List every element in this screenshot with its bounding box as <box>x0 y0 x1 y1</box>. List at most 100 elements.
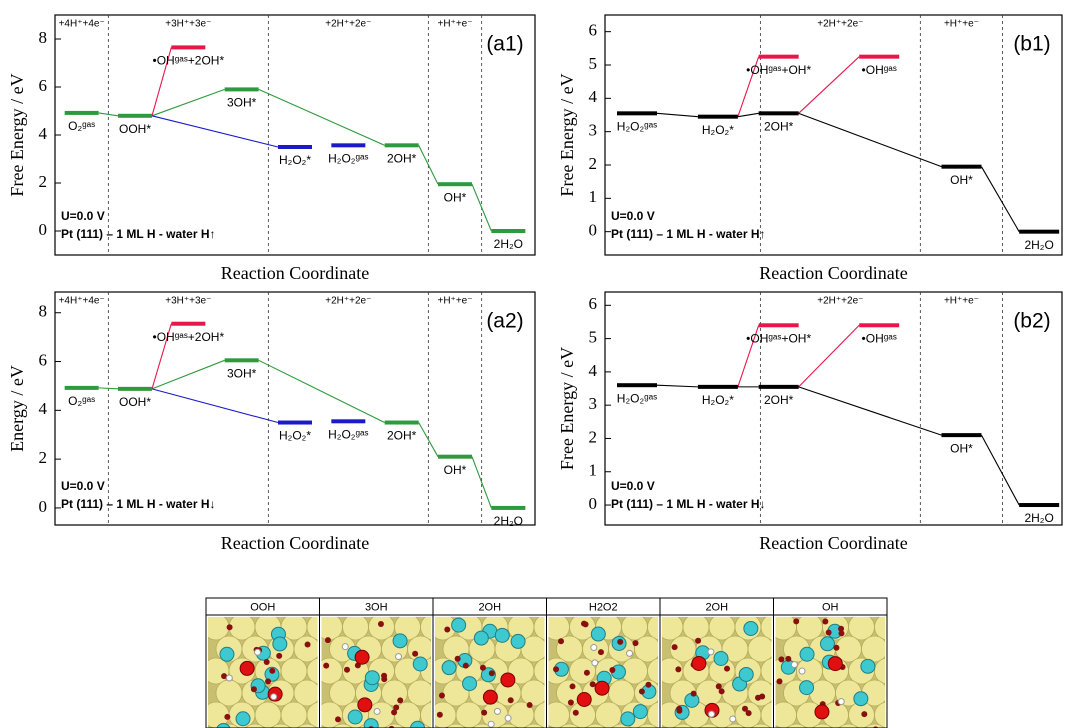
pt-atom <box>888 680 914 706</box>
step-label: +2H⁺+2e⁻ <box>817 296 863 307</box>
energy-level <box>1019 503 1059 507</box>
y-tick-label: 0 <box>39 220 48 239</box>
level-label: •OHᵍᵃˢ+2OH* <box>153 330 225 344</box>
step-label: +4H⁺+4e⁻ <box>59 19 105 30</box>
y-tick-label: 5 <box>589 54 598 73</box>
energy-level <box>385 421 419 425</box>
h-small <box>799 668 805 674</box>
panel-label: (a2) <box>486 310 523 333</box>
x-axis-label: Reaction Coordinate <box>759 533 907 553</box>
h-small <box>591 645 597 651</box>
y-tick-label: 2 <box>589 154 598 173</box>
link <box>981 435 1019 505</box>
o-small <box>822 618 828 624</box>
energy-level <box>118 114 152 118</box>
snapshot-label: 2OH <box>478 601 501 613</box>
h-small <box>592 660 598 666</box>
pt-atom <box>635 636 661 662</box>
level-label: H₂O₂ᵍᵃˢ <box>328 151 368 165</box>
pt-atom <box>544 614 570 640</box>
o-small <box>381 676 387 682</box>
link <box>472 457 491 508</box>
panel-label: (a1) <box>486 33 523 56</box>
y-tick-label: 6 <box>39 76 48 95</box>
pt-atom <box>203 614 229 640</box>
y-tick-label: 8 <box>39 302 48 321</box>
h-small <box>271 694 277 700</box>
pt-atom <box>408 680 434 706</box>
o-small <box>444 626 450 632</box>
energy-level <box>65 111 99 115</box>
energy-level <box>698 115 738 119</box>
h-small <box>488 721 494 727</box>
h-small <box>708 649 714 655</box>
h-atom <box>591 627 605 641</box>
y-axis-label: Free Energy / eV <box>557 73 577 196</box>
h-atom <box>861 659 875 673</box>
o-small <box>833 645 839 651</box>
level-label: 2OH* <box>764 120 794 134</box>
annotation: Pt (111) – 1 ML H - water H↑ <box>61 227 216 241</box>
h-atom <box>393 634 407 648</box>
pt-atom <box>216 680 242 706</box>
y-tick-label: 0 <box>39 497 48 516</box>
o-small <box>508 697 514 703</box>
link <box>152 360 225 389</box>
link <box>152 389 278 423</box>
h-small <box>838 699 844 705</box>
pt-atom <box>281 702 307 728</box>
pt-atom <box>229 614 255 640</box>
pt-atom <box>430 702 456 728</box>
o-atom <box>815 705 829 719</box>
level-label: •OHᵍᵃˢ <box>862 331 897 345</box>
pt-atom <box>281 658 307 684</box>
level-label: 2H₂O <box>1024 238 1053 252</box>
o-atom <box>692 656 706 670</box>
o-small <box>481 710 487 716</box>
h-small <box>342 644 348 650</box>
energy-level <box>331 143 365 147</box>
o-small <box>583 621 589 627</box>
o-small <box>527 702 533 708</box>
pt-atom <box>317 702 343 728</box>
h-atom <box>621 712 635 726</box>
step-label: +2H⁺+2e⁻ <box>325 296 371 307</box>
o-atom <box>355 650 369 664</box>
annotation: Pt (111) – 1 ML H - water H↓ <box>611 497 766 511</box>
link <box>152 116 278 147</box>
step-label: +H⁺+e⁻ <box>944 296 979 307</box>
h-small <box>730 716 736 722</box>
level-label: OH* <box>444 190 467 204</box>
panel-label: (b2) <box>1013 310 1050 333</box>
level-label: •OHᵍᵃˢ+2OH* <box>153 54 225 68</box>
y-tick-label: 6 <box>39 350 48 369</box>
h-atom <box>744 621 758 635</box>
h-atom <box>495 628 509 642</box>
annotation: U=0.0 V <box>61 209 105 223</box>
h-small <box>627 650 633 656</box>
o-small <box>573 710 579 716</box>
step-label: +2H⁺+2e⁻ <box>325 19 371 30</box>
energy-level <box>491 506 525 510</box>
link <box>799 113 942 166</box>
energy-level <box>438 182 472 186</box>
energy-level <box>617 383 657 387</box>
energy-level <box>859 323 899 327</box>
y-axis-label: Free Energy / eV <box>7 73 27 196</box>
o-small <box>335 716 341 722</box>
annotation: U=0.0 V <box>611 479 655 493</box>
o-small <box>785 656 791 662</box>
h-atom <box>220 647 234 661</box>
step-label: +H⁺+e⁻ <box>437 296 472 307</box>
o-small <box>639 688 645 694</box>
o-small <box>553 666 559 672</box>
link <box>152 89 225 115</box>
level-label: H₂O₂ᵍᵃˢ <box>617 391 657 405</box>
o-small <box>276 653 282 659</box>
h-small <box>791 662 797 668</box>
level-label: O₂ᵍᵃˢ <box>68 394 95 408</box>
level-label: H₂O₂* <box>279 153 311 167</box>
link <box>981 167 1019 232</box>
o-small <box>759 694 765 700</box>
h-atom <box>511 634 525 648</box>
